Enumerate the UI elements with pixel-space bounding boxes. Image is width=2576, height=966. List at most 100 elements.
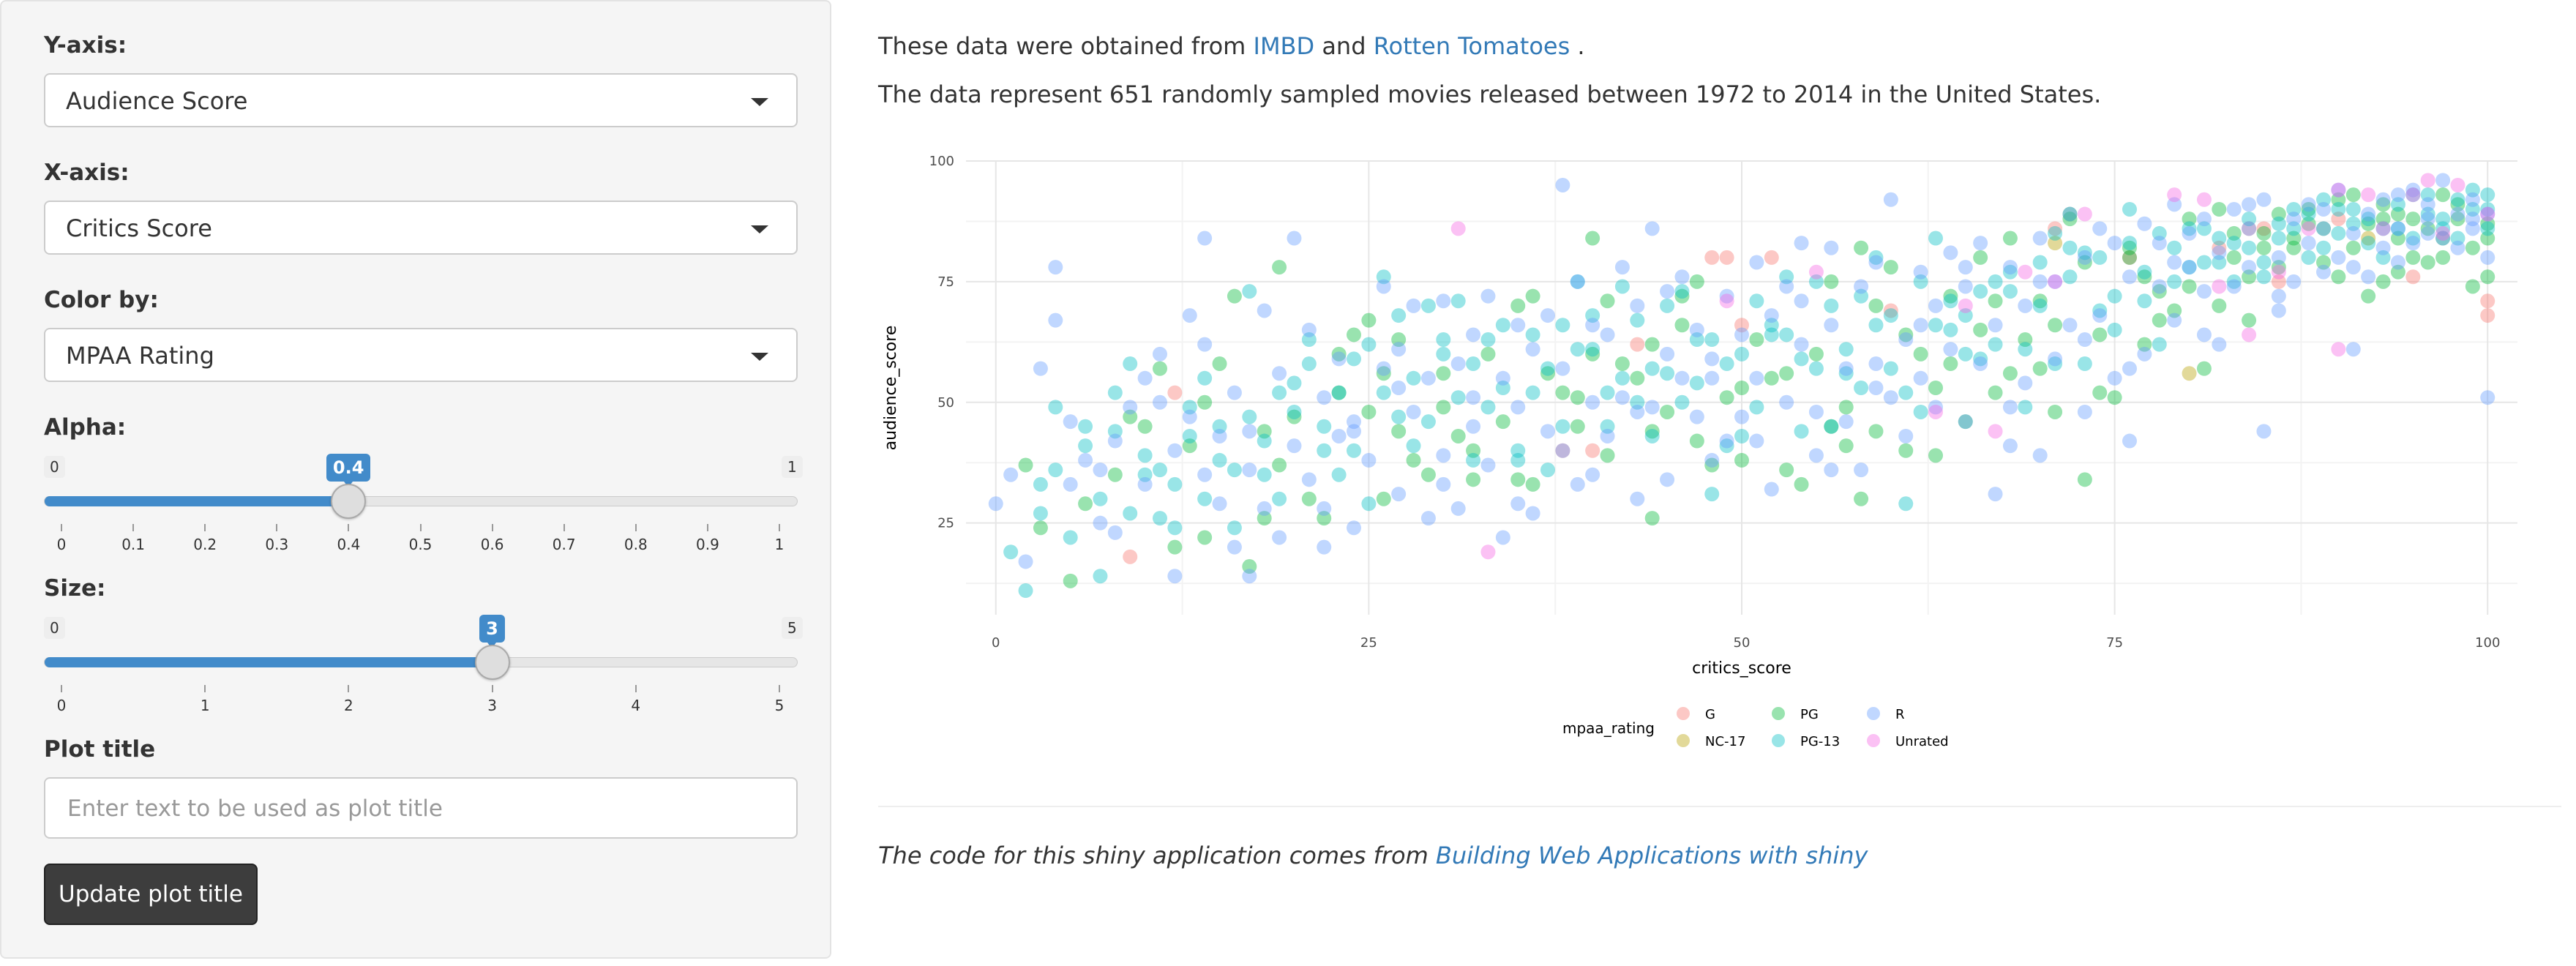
plot-title-input[interactable] — [66, 795, 771, 823]
point-pg — [1391, 424, 1407, 439]
point-r — [2122, 433, 2137, 449]
point-r — [2048, 351, 2063, 367]
point-r — [1973, 236, 1988, 251]
rotten-tomatoes-link[interactable]: Rotten Tomatoes — [1373, 32, 1570, 60]
point-pg — [1585, 346, 1600, 362]
size-tick — [204, 685, 206, 692]
point-pg-13 — [1123, 506, 1138, 521]
point-pg-13 — [1764, 318, 1779, 333]
point-r — [1317, 501, 1332, 516]
point-r — [1630, 491, 1645, 506]
caret-down-icon — [751, 225, 768, 233]
size-slider-track[interactable] — [44, 657, 798, 667]
point-pg-13 — [2375, 221, 2391, 236]
point-unrated — [1928, 404, 1943, 419]
point-r — [1808, 448, 1824, 463]
point-r — [1272, 366, 1287, 381]
point-pg-13 — [2435, 211, 2451, 227]
point-r — [2465, 211, 2480, 227]
point-pg-13 — [2196, 221, 2212, 236]
alpha-slider-track[interactable] — [44, 496, 798, 506]
point-pg — [2271, 206, 2286, 222]
point-r — [2361, 269, 2376, 285]
point-pg — [1898, 327, 1914, 342]
x-axis-selected-value: Critics Score — [66, 214, 212, 242]
point-pg-13 — [2092, 303, 2108, 318]
point-pg-13 — [1317, 443, 1332, 458]
point-pg-13 — [2212, 231, 2227, 246]
y-axis-label: Y-axis: — [44, 32, 127, 59]
point-pg-13 — [1689, 375, 1704, 391]
point-pg — [1808, 346, 1824, 362]
point-pg — [1644, 424, 1660, 439]
point-r — [2092, 308, 2108, 323]
point-r — [1913, 264, 1928, 280]
point-pg-13 — [1376, 269, 1391, 285]
point-pg — [1928, 448, 1943, 463]
point-r — [2002, 400, 2018, 415]
point-pg-13 — [1480, 400, 1496, 415]
point-pg — [2375, 197, 2391, 212]
data-source-prefix: These data were obtained from — [878, 32, 1254, 60]
point-r — [1510, 400, 1526, 415]
point-r — [1824, 240, 1839, 255]
point-r — [1749, 370, 1764, 386]
legend-swatch-g — [1677, 707, 1690, 720]
point-pg — [2465, 279, 2480, 294]
point-r — [1854, 463, 1869, 478]
x-axis-title: critics_score — [1692, 659, 1791, 678]
point-pg-13 — [2316, 240, 2331, 255]
footer-text: The code for this shiny application come… — [878, 842, 1868, 869]
point-pg-13 — [1182, 400, 1197, 415]
point-pg — [1674, 318, 1690, 333]
color-by-select[interactable]: MPAA Rating — [44, 328, 798, 382]
point-r — [1644, 221, 1660, 236]
point-r — [1078, 452, 1093, 468]
point-pg — [2048, 318, 2063, 333]
point-r — [2450, 206, 2465, 222]
point-pg-13 — [1197, 370, 1213, 386]
point-g — [1123, 549, 1138, 564]
x-axis-select[interactable]: Critics Score — [44, 201, 798, 255]
point-pg — [1420, 467, 1436, 482]
point-pg-13 — [2167, 240, 2182, 255]
point-r — [2092, 221, 2108, 236]
point-pg-13 — [1033, 506, 1048, 521]
size-slider-handle[interactable] — [474, 645, 510, 680]
point-r — [1704, 452, 1720, 468]
point-r — [2405, 236, 2421, 251]
point-r — [1958, 260, 1973, 275]
point-r — [1868, 381, 1884, 395]
building-web-apps-link[interactable]: Building Web Applications with shiny — [1435, 842, 1868, 869]
point-r — [1943, 245, 1958, 261]
imbd-link[interactable]: IMBD — [1253, 32, 1315, 60]
alpha-slider-handle[interactable] — [331, 484, 367, 519]
point-pg-13 — [1301, 356, 1317, 372]
point-g — [2480, 308, 2496, 323]
alpha-tick-label: 0.9 — [695, 536, 719, 553]
point-r — [2375, 192, 2391, 207]
point-r — [1510, 318, 1526, 333]
y-axis-select[interactable]: Audience Score — [44, 73, 798, 127]
point-pg — [2361, 216, 2376, 231]
point-pg — [2390, 231, 2405, 246]
update-plot-title-button[interactable]: Update plot title — [44, 864, 258, 925]
size-tick — [348, 685, 350, 692]
point-pg-13 — [1719, 438, 1734, 454]
point-pg-13 — [2182, 221, 2197, 236]
y-tick-label: 75 — [937, 274, 954, 290]
point-r — [1466, 390, 1481, 405]
point-pg — [1644, 511, 1660, 526]
point-r — [1167, 569, 1183, 584]
point-r — [1973, 356, 1988, 372]
point-pg-13 — [2271, 216, 2286, 231]
point-r — [1420, 511, 1436, 526]
point-r — [2465, 221, 2480, 236]
point-pg-13 — [1361, 496, 1377, 512]
point-pg — [1450, 428, 1466, 443]
point-g — [1764, 250, 1779, 265]
point-pg-13 — [1391, 409, 1407, 424]
point-r — [1644, 400, 1660, 415]
point-r — [1123, 400, 1138, 415]
plot-title-field[interactable] — [44, 777, 798, 839]
